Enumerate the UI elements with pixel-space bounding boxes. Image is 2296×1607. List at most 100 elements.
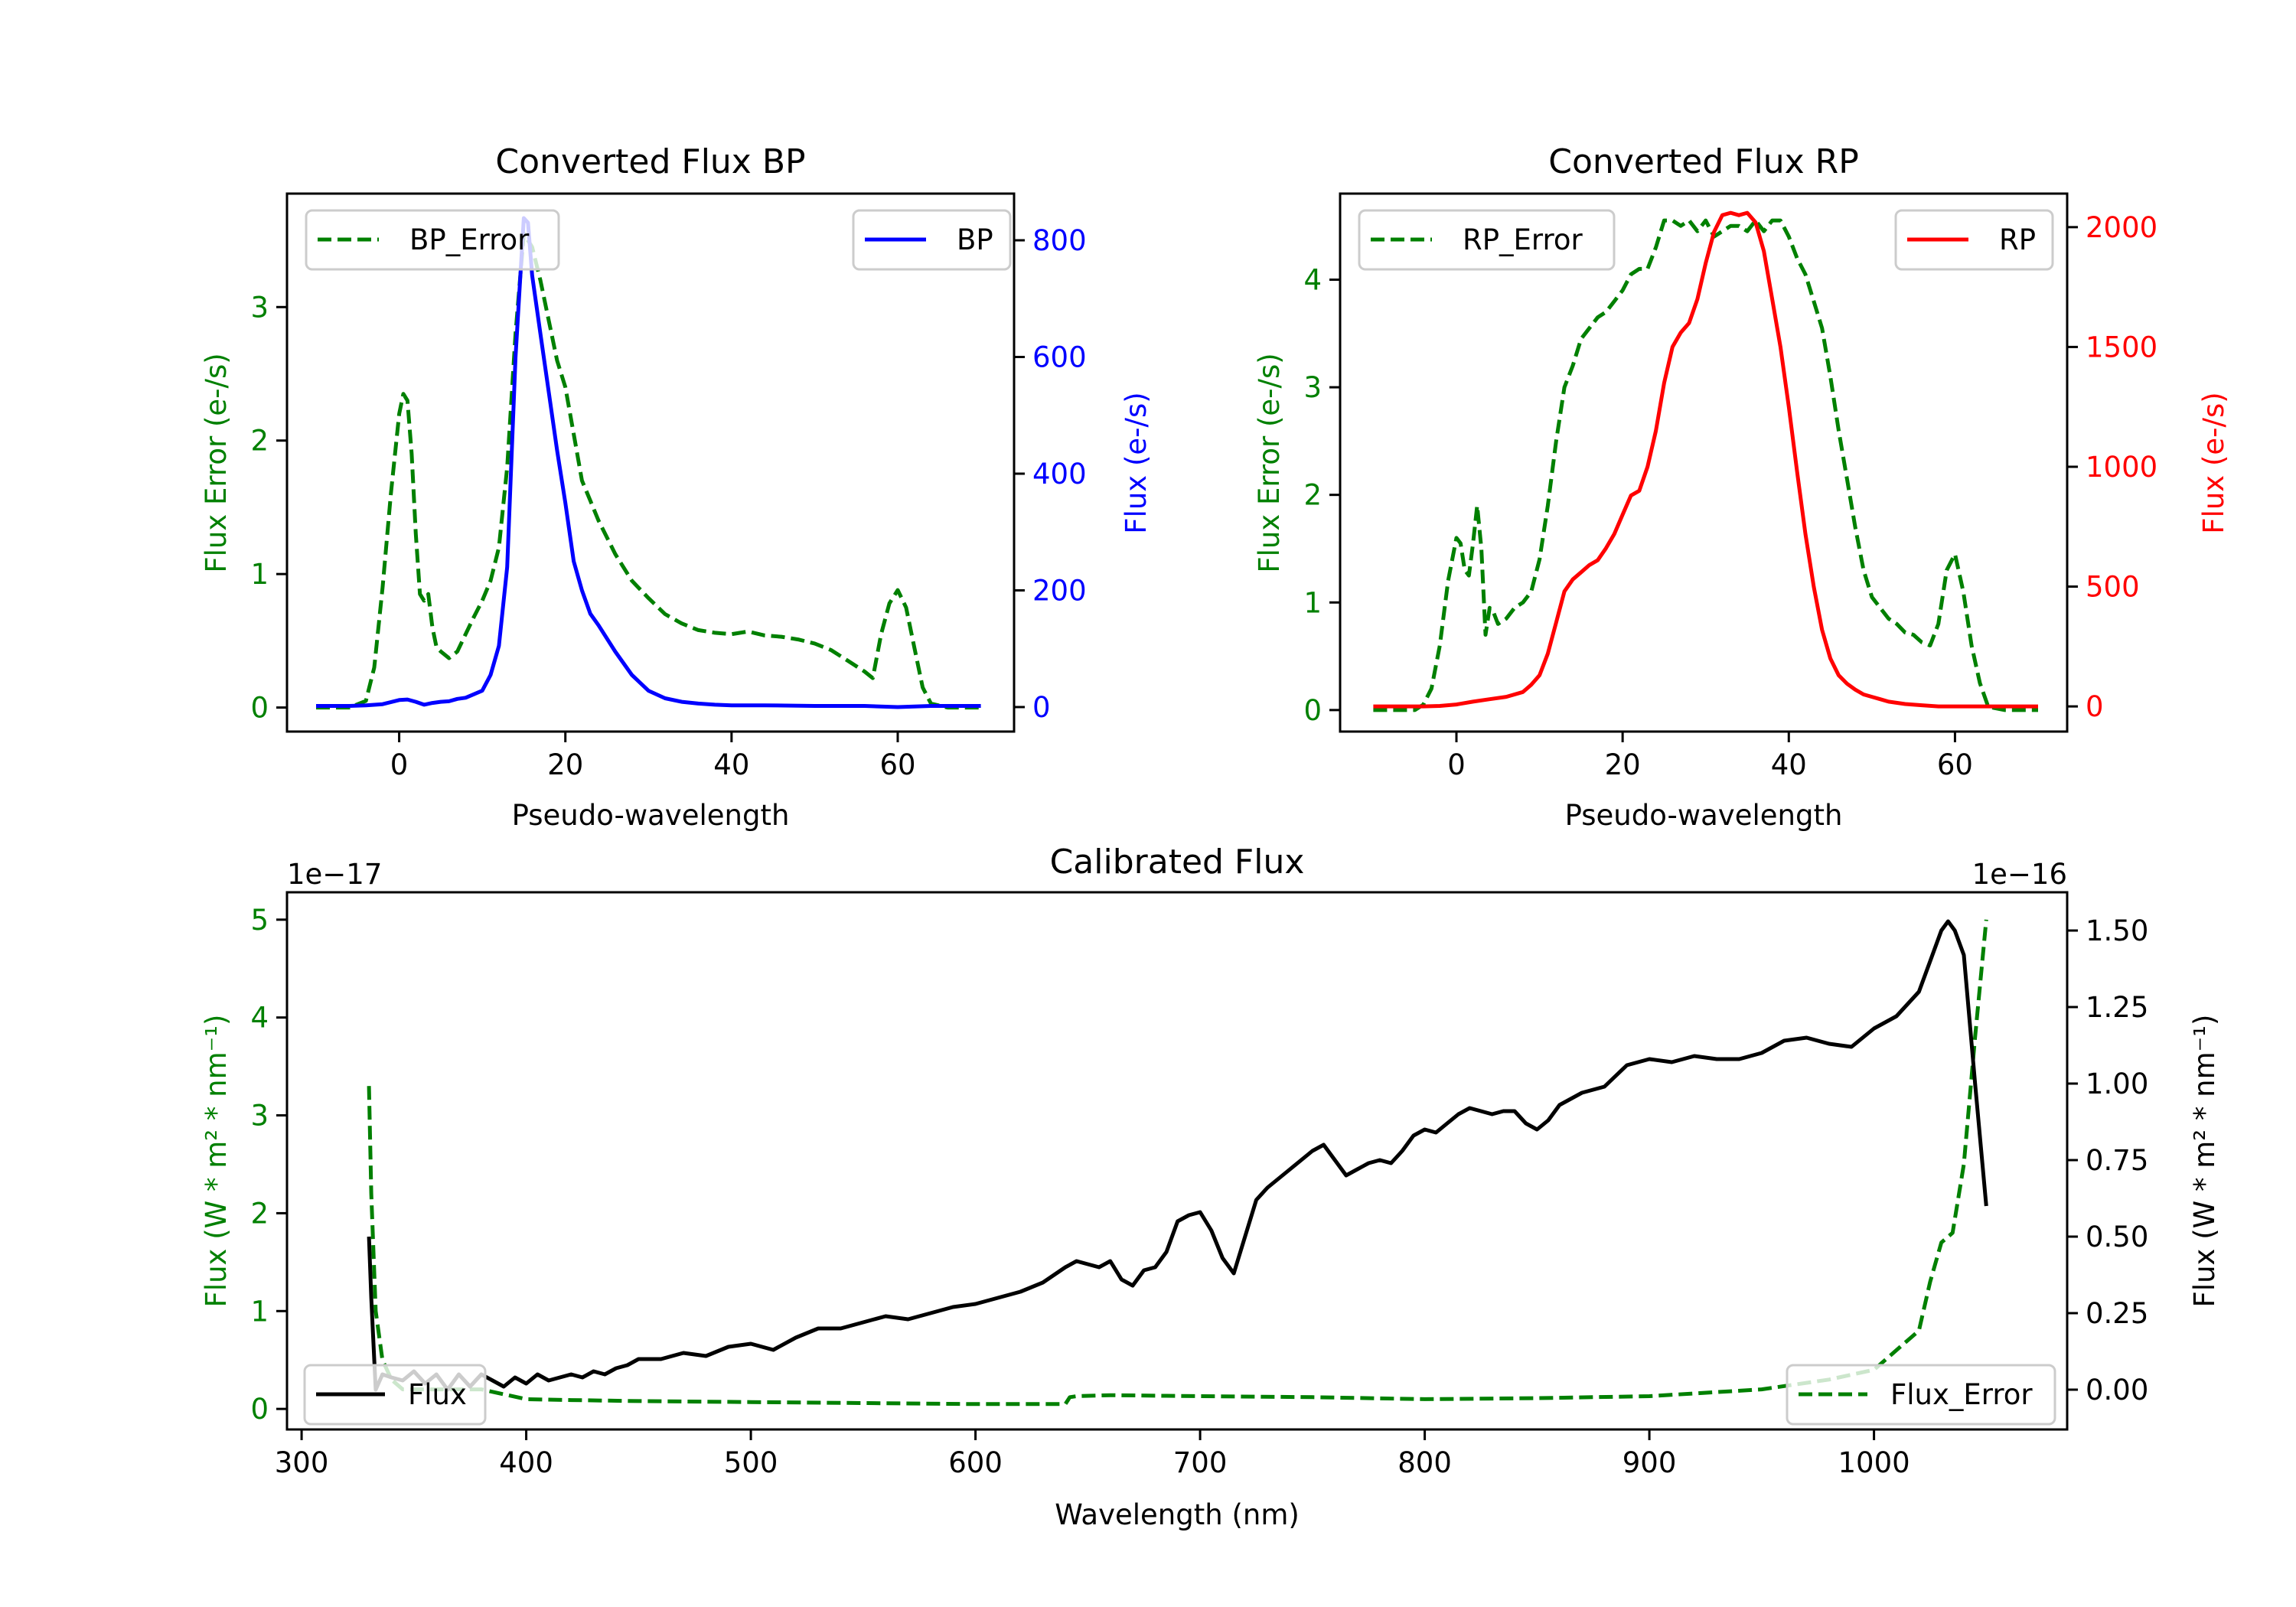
bp-right-y-axis-label: Flux (e-/s) [1120, 392, 1153, 533]
rp-left-y-tick-label: 1 [1303, 586, 1322, 619]
calibrated-x-tick-label: 500 [724, 1446, 778, 1479]
rp-x-tick-label: 0 [1447, 748, 1466, 781]
calibrated-chart-panel: Calibrated Flux 1e−17 1e−16 300 400 500 600… [200, 843, 2221, 1531]
bp-x-tick-label: 60 [879, 748, 915, 781]
rp-x-tick-label: 40 [1771, 748, 1807, 781]
rp-right-y-axis-label: Flux (e-/s) [2197, 392, 2230, 533]
bp-left-y-tick-label: 0 [250, 692, 269, 725]
calibrated-right-y-tick-label: 0.25 [2086, 1297, 2148, 1330]
rp-right-y-tick-label: 1000 [2086, 451, 2157, 484]
rp-left-y-tick-label: 3 [1303, 371, 1322, 404]
rp-flux-legend: RP [1894, 209, 2054, 271]
calibrated-right-offset-text: 1e−16 [1972, 858, 2067, 891]
rp-left-y-axis-label: Flux Error (e-/s) [1253, 353, 1286, 572]
calibrated-x-tick-label: 800 [1397, 1446, 1452, 1479]
bp-x-tick-label: 40 [713, 748, 749, 781]
calibrated-right-y-tick-label: 0.50 [2086, 1221, 2148, 1253]
rp-left-y-axis: 0 1 2 3 4 [1303, 263, 1340, 727]
rp-flux-legend-label: RP [1999, 223, 2036, 256]
bp-left-y-axis: 0 1 2 3 [250, 291, 287, 725]
rp-plot-area [1373, 210, 2038, 712]
bp-x-axis-label: Pseudo-wavelength [512, 799, 790, 832]
calibrated-x-tick-label: 1000 [1838, 1446, 1910, 1479]
calibrated-left-y-tick-label: 0 [250, 1393, 269, 1426]
calibrated-right-y-tick-label: 0.75 [2086, 1144, 2148, 1177]
calibrated-right-y-axis: 0.00 0.25 0.50 0.75 1.00 1.25 1.50 [2067, 914, 2148, 1407]
rp-right-y-tick-label: 0 [2086, 690, 2104, 723]
rp-right-y-tick-label: 1500 [2086, 331, 2157, 363]
calibrated-x-tick-label: 400 [499, 1446, 553, 1479]
rp-error-legend-box [1358, 209, 1616, 271]
bp-right-y-tick-label: 0 [1032, 691, 1051, 724]
rp-chart-panel: Converted Flux RP 0 20 40 60 0 1 2 3 4 0 500 1000… [1253, 142, 2230, 832]
bp-x-tick-label: 0 [390, 748, 409, 781]
calibrated-left-y-tick-label: 4 [250, 1002, 269, 1035]
bp-axes-frame [285, 192, 1016, 733]
rp-axes-frame [1339, 192, 2069, 733]
rp-x-axis-label: Pseudo-wavelength [1565, 799, 1843, 832]
calibrated-right-y-tick-label: 1.50 [2086, 914, 2148, 947]
rp-rp-line [1373, 210, 2038, 709]
calibrated-right-y-tick-label: 0.00 [2086, 1374, 2148, 1407]
calibrated-chart-title: Calibrated Flux [1050, 843, 1305, 882]
calibrated-flux-line [367, 919, 1988, 1392]
rp-chart-title: Converted Flux RP [1548, 142, 1859, 181]
flux-legend: Flux [303, 1364, 487, 1426]
rp-x-axis: 0 20 40 60 [1447, 732, 1973, 781]
flux-legend-label: Flux [408, 1378, 467, 1411]
calibrated-x-tick-label: 600 [948, 1446, 1003, 1479]
rp-left-y-tick-label: 0 [1303, 694, 1322, 727]
bp-left-y-tick-label: 1 [250, 558, 269, 591]
calibrated-x-axis: 300 400 500 600 700 800 900 1000 [275, 1429, 1910, 1479]
flux-error-legend-label: Flux_Error [1890, 1378, 2033, 1411]
calibrated-x-tick-label: 700 [1173, 1446, 1228, 1479]
rp-x-tick-label: 20 [1605, 748, 1641, 781]
bp-right-y-axis: 0 200 400 600 800 [1014, 224, 1087, 724]
calibrated-left-y-tick-label: 1 [250, 1295, 269, 1328]
rp-error-legend: RP_Error [1358, 209, 1616, 271]
flux-error-legend: Flux_Error [1786, 1364, 2056, 1426]
calibrated-x-tick-label: 900 [1623, 1446, 1677, 1479]
flux-legend-box [303, 1364, 487, 1426]
calibrated-left-y-axis-label: Flux (W * m² * nm⁻¹) [200, 1015, 233, 1308]
bp-error-legend-box [305, 209, 560, 271]
calibrated-x-axis-label: Wavelength (nm) [1055, 1498, 1300, 1531]
bp-x-tick-label: 20 [547, 748, 583, 781]
bp-right-y-tick-label: 400 [1032, 458, 1087, 491]
bp-right-y-tick-label: 600 [1032, 341, 1087, 373]
calibrated-left-offset-text: 1e−17 [287, 858, 382, 891]
rp-x-tick-label: 60 [1937, 748, 1973, 781]
bp-left-y-axis-label: Flux Error (e-/s) [200, 353, 233, 572]
bp-left-y-tick-label: 3 [250, 291, 269, 324]
bp-flux-legend-box [852, 209, 1012, 271]
calibrated-left-y-tick-label: 2 [250, 1197, 269, 1230]
bp-flux-legend-label: BP [957, 223, 993, 256]
calibrated-left-y-tick-label: 3 [250, 1100, 269, 1133]
calibrated-right-y-tick-label: 1.00 [2086, 1068, 2148, 1100]
flux-error-legend-box [1786, 1364, 2056, 1426]
calibrated-right-y-tick-label: 1.25 [2086, 991, 2148, 1024]
bp-left-y-tick-label: 2 [250, 425, 269, 458]
rp-rp-error-line [1373, 218, 2038, 712]
bp-right-y-tick-label: 200 [1032, 574, 1087, 607]
bp-plot-area [316, 216, 981, 710]
bp-bp-line [316, 216, 981, 709]
bp-right-y-tick-label: 800 [1032, 224, 1087, 257]
rp-left-y-tick-label: 2 [1303, 479, 1322, 512]
rp-right-y-tick-label: 500 [2086, 571, 2140, 604]
calibrated-left-y-axis: 0 1 2 3 4 5 [250, 904, 287, 1426]
bp-flux-legend: BP [852, 209, 1012, 271]
bp-error-legend-label: BP_Error [409, 223, 530, 256]
calibrated-x-tick-label: 300 [275, 1446, 329, 1479]
bp-chart-title: Converted Flux BP [495, 142, 805, 181]
rp-error-legend-label: RP_Error [1463, 223, 1583, 256]
rp-right-y-tick-label: 2000 [2086, 211, 2157, 244]
bp-x-axis: 0 20 40 60 [390, 732, 916, 781]
rp-right-y-axis: 0 500 1000 1500 2000 [2067, 211, 2157, 723]
bp-chart-panel: Converted Flux BP 0 20 40 60 0 1 2 3 0 200 400 60… [200, 142, 1153, 832]
rp-left-y-tick-label: 4 [1303, 263, 1322, 296]
bp-error-legend: BP_Error [305, 209, 560, 271]
rp-flux-legend-box [1894, 209, 2054, 271]
calibrated-right-y-axis-label: Flux (W * m² * nm⁻¹) [2188, 1015, 2221, 1308]
